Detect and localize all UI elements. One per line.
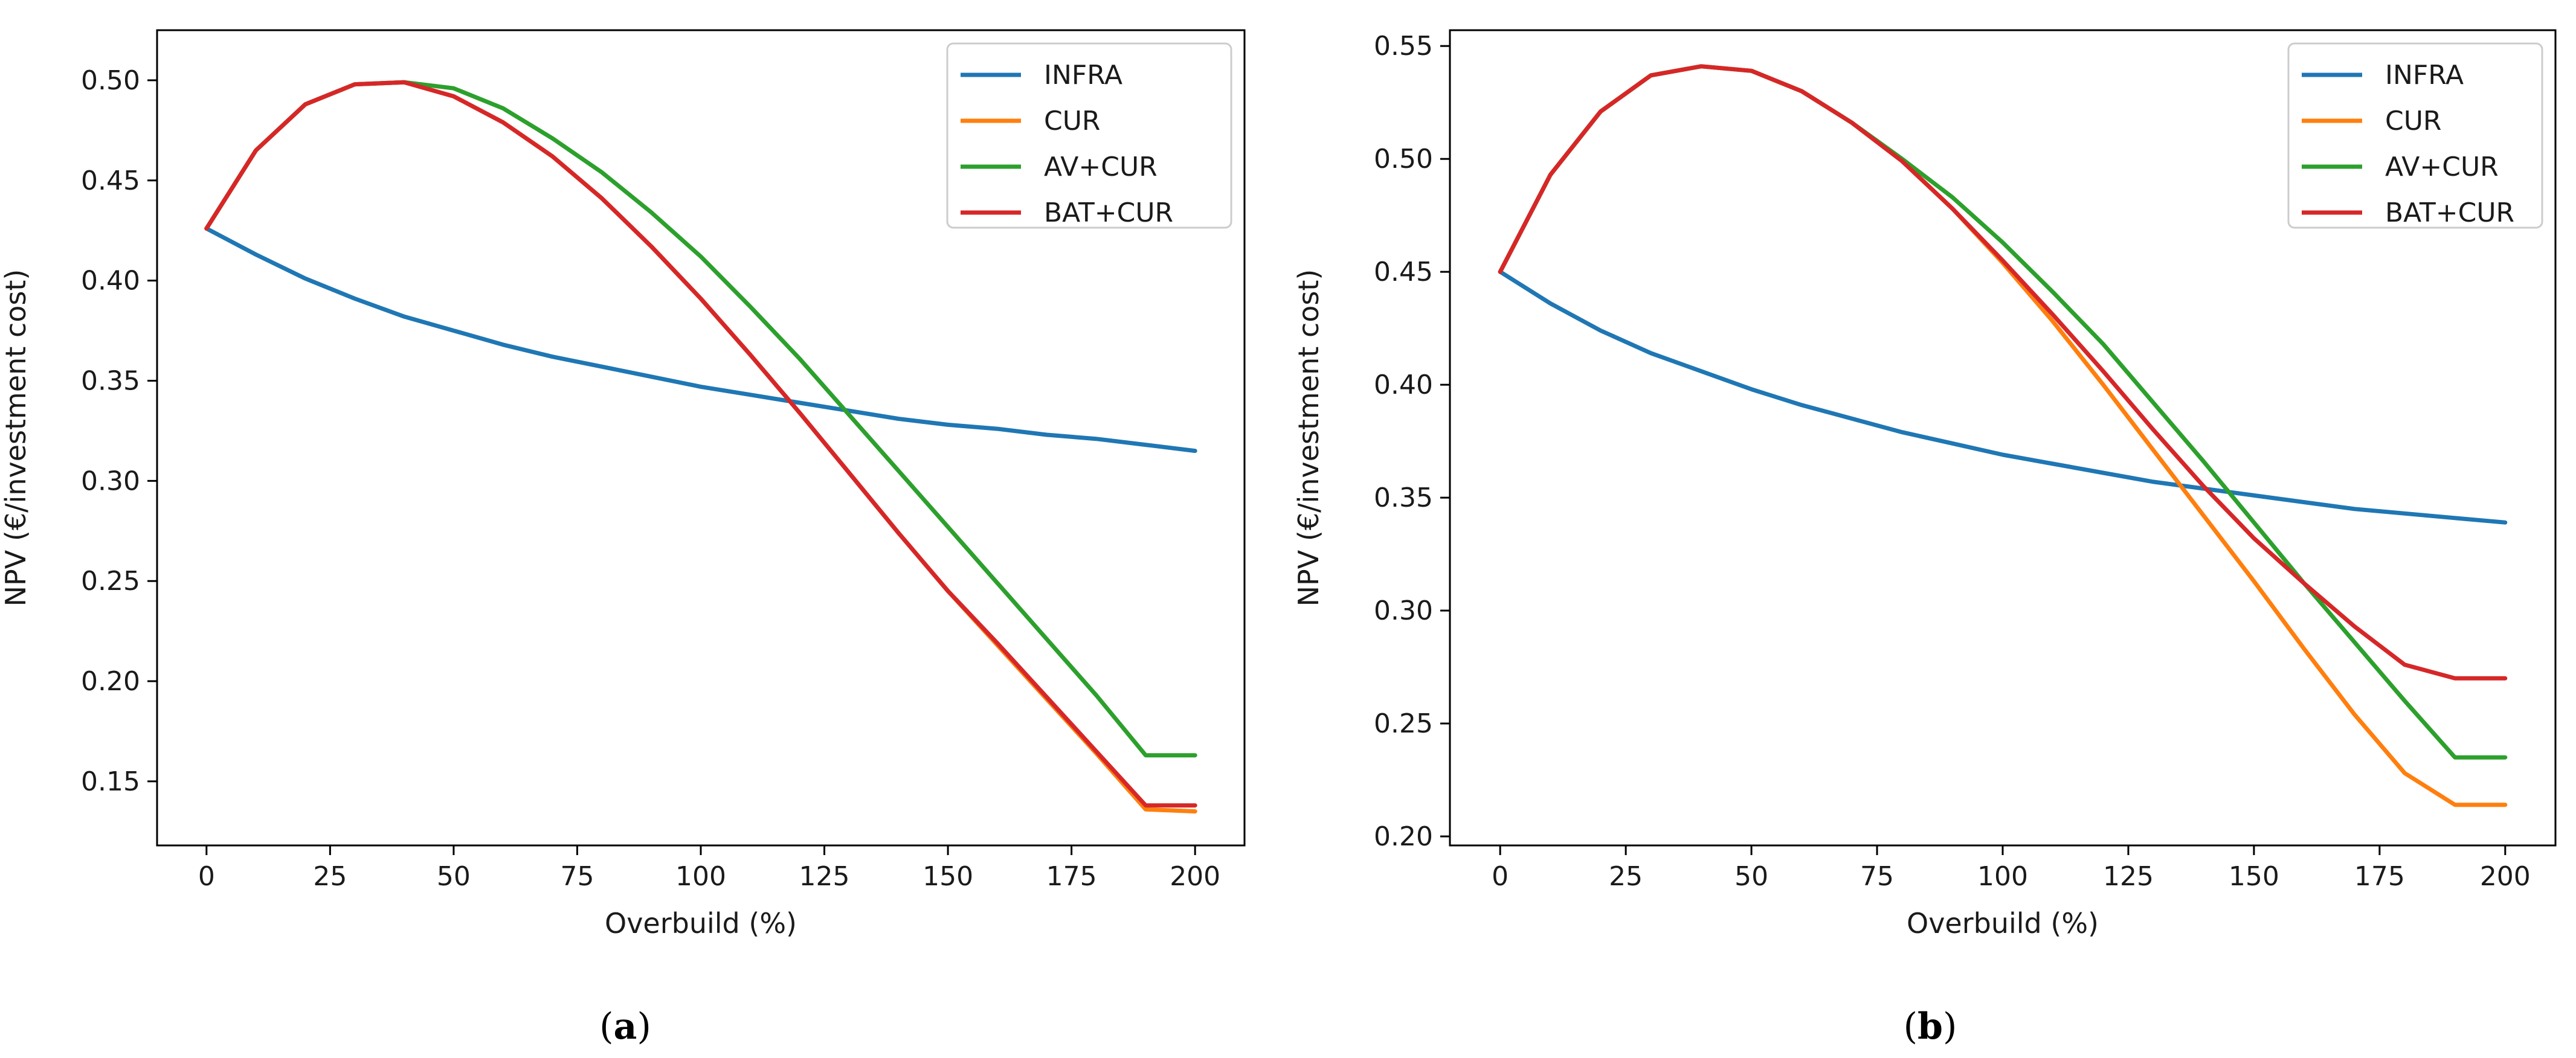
x-tick-label: 125 — [2103, 861, 2154, 892]
x-tick-label: 0 — [1492, 861, 1509, 892]
y-axis-label: NPV (€/investment cost) — [1292, 269, 1325, 607]
y-tick-label: 0.40 — [81, 266, 140, 297]
legend: INFRA CUR AV+CUR BAT+CUR — [946, 42, 1232, 229]
y-tick-label: 0.50 — [81, 65, 140, 96]
x-axis-label: Overbuild (%) — [605, 907, 797, 940]
legend-label: AV+CUR — [2385, 152, 2499, 182]
x-tick-label: 125 — [799, 861, 850, 892]
legend-label: BAT+CUR — [1044, 197, 1173, 228]
y-tick-label: 0.45 — [1374, 257, 1433, 287]
legend-box — [2287, 42, 2543, 229]
series-line-bat-cur — [1498, 64, 2508, 681]
chart-panel-b: 0 25 50 75 100 125 150 175 200 0.20 0.25 0.30 0.35 0.… — [1292, 29, 2557, 1048]
x-tick-label: 200 — [2480, 861, 2531, 892]
y-axis-label: NPV (€/investment cost) — [0, 269, 32, 607]
panel-letter: a — [614, 1005, 637, 1048]
legend: INFRA CUR AV+CUR BAT+CUR — [2287, 42, 2543, 229]
x-axis-label: Overbuild (%) — [1907, 907, 2099, 940]
x-tick-label: 175 — [1046, 861, 1097, 892]
series-line-infra — [1498, 269, 2508, 525]
legend-label: AV+CUR — [1044, 152, 1158, 182]
y-tick-label: 0.35 — [1374, 483, 1433, 513]
y-tick-label: 0.40 — [1374, 370, 1433, 400]
legend-box — [946, 42, 1232, 229]
panel-letter: b — [1918, 1005, 1943, 1048]
x-tick-label: 75 — [560, 861, 594, 892]
legend-label: CUR — [1044, 106, 1101, 136]
panel-caption: (b) — [1904, 1005, 1957, 1048]
y-tick-label: 0.20 — [81, 666, 140, 697]
y-tick-label: 0.35 — [81, 365, 140, 396]
x-tick-label: 150 — [2229, 861, 2279, 892]
y-tick-label: 0.15 — [81, 766, 140, 797]
y-tick-label: 0.20 — [1374, 821, 1433, 852]
x-tick-label: 50 — [1734, 861, 1768, 892]
x-tick-label: 100 — [1977, 861, 2028, 892]
y-tick-label: 0.30 — [81, 466, 140, 496]
y-tick-label: 0.45 — [81, 165, 140, 196]
x-tick-label: 25 — [313, 861, 347, 892]
y-tick-label: 0.25 — [81, 566, 140, 597]
legend-label: CUR — [2385, 106, 2442, 136]
x-tick-label: 100 — [675, 861, 726, 892]
y-tick-label: 0.50 — [1374, 144, 1433, 175]
x-tick-label: 25 — [1609, 861, 1643, 892]
y-tick-label: 0.55 — [1374, 31, 1433, 62]
legend-label: BAT+CUR — [2385, 197, 2514, 228]
x-tick-label: 0 — [198, 861, 215, 892]
y-tick-label: 0.25 — [1374, 708, 1433, 739]
x-tick-label: 50 — [437, 861, 471, 892]
series-line-infra — [204, 226, 1197, 454]
y-tick-label: 0.30 — [1374, 595, 1433, 626]
x-tick-label: 150 — [923, 861, 973, 892]
x-tick-label: 200 — [1170, 861, 1220, 892]
x-tick-label: 175 — [2354, 861, 2405, 892]
chart-panel-a: 0 25 50 75 100 125 150 175 200 0.15 0.20 0.25 0.30 0.… — [0, 29, 1246, 1048]
panel-caption: (a) — [599, 1005, 651, 1048]
x-tick-label: 75 — [1860, 861, 1894, 892]
legend-label: INFRA — [1044, 60, 1122, 91]
series-line-bat-cur — [204, 80, 1197, 808]
legend-label: INFRA — [2385, 60, 2464, 91]
